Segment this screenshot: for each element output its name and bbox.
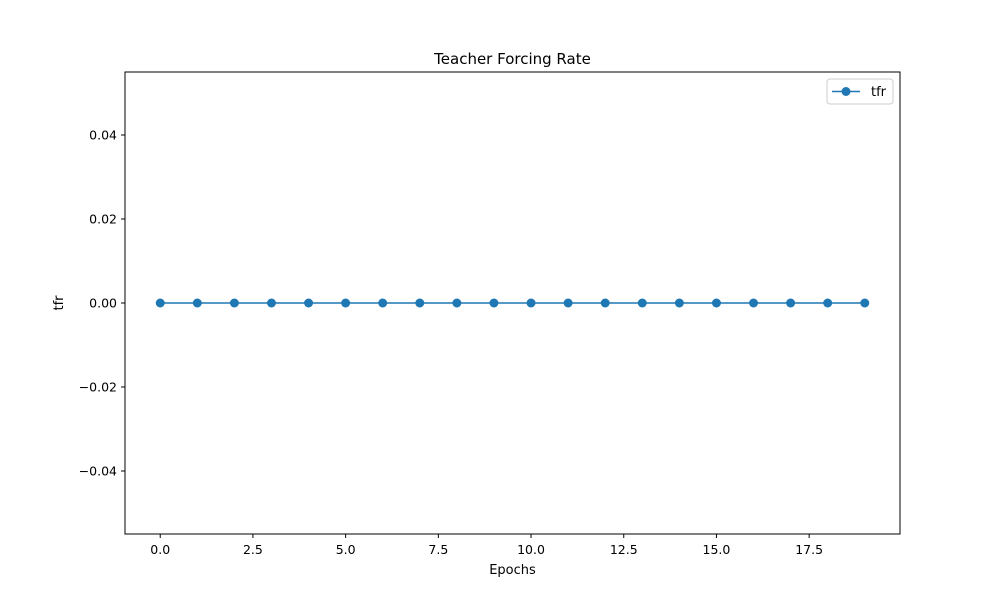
legend-point-marker (841, 87, 851, 96)
data-point (192, 298, 202, 308)
x-tick-label: 2.5 (243, 542, 263, 557)
y-tick-label: 0.04 (89, 128, 117, 143)
legend-label: tfr (871, 85, 887, 100)
legend: tfr (826, 78, 894, 105)
data-point (415, 298, 425, 308)
data-point (229, 298, 239, 308)
x-tick-label: 7.5 (428, 542, 448, 557)
x-tick-label: 12.5 (610, 542, 638, 557)
data-point (749, 298, 759, 308)
x-tick-label: 5.0 (336, 542, 356, 557)
data-point (266, 298, 276, 308)
x-tick-label: 17.5 (795, 542, 823, 557)
chart-title: Teacher Forcing Rate (433, 50, 591, 68)
data-point (786, 298, 796, 308)
data-point (711, 298, 721, 308)
data-point (341, 298, 351, 308)
y-tick-label: 0.00 (89, 296, 117, 311)
plot-frame (124, 71, 901, 535)
data-point (155, 298, 165, 308)
y-tick-label: 0.02 (89, 212, 117, 227)
data-point (823, 298, 833, 308)
data-point (600, 298, 610, 308)
data-point (304, 298, 314, 308)
data-point (452, 298, 462, 308)
y-tick-label: −0.02 (79, 380, 117, 395)
data-point (637, 298, 647, 308)
y-tick-label: −0.04 (79, 464, 117, 479)
data-point (526, 298, 536, 308)
x-tick-label: 15.0 (703, 542, 731, 557)
y-axis: −0.04 −0.02 0.00 0.02 0.04 (79, 128, 125, 479)
data-point (563, 298, 573, 308)
data-point (489, 298, 499, 308)
data-point (860, 298, 870, 308)
y-axis-label: tfr (52, 295, 67, 311)
x-tick-label: 10.0 (517, 542, 545, 557)
x-axis: 0.0 2.5 5.0 7.5 10.0 12.5 15.0 17.5 (150, 534, 823, 557)
data-point (674, 298, 684, 308)
plot-area (155, 298, 870, 308)
x-tick-label: 0.0 (150, 542, 170, 557)
x-axis-label: Epochs (489, 563, 536, 578)
data-point (378, 298, 388, 308)
